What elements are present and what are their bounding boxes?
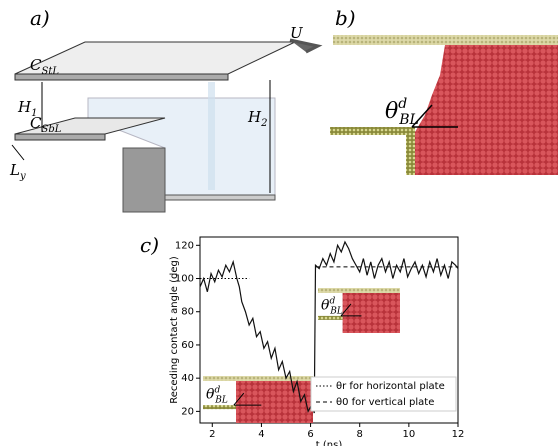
- subscript: 1: [31, 108, 37, 119]
- top-wall: [333, 35, 558, 45]
- ly-arrow: [12, 145, 24, 160]
- superscript: d: [329, 297, 335, 307]
- legend-label: θr for horizontal plate: [336, 381, 445, 392]
- velocity-label: U: [290, 24, 304, 42]
- y-axis-label: Receding contact angle (deg): [169, 256, 180, 404]
- panel-label: a): [30, 6, 50, 30]
- superscript: d: [398, 96, 407, 112]
- symbol: H: [17, 98, 32, 116]
- x-axis-label: t (ns): [316, 440, 343, 446]
- length-label: Ly: [9, 161, 26, 182]
- page: a) U CStL CSbL H1 H2 Ly b) θdBL c) 24681…: [0, 0, 558, 446]
- figure: a) U CStL CSbL H1 H2 Ly b) θdBL c) 24681…: [0, 0, 558, 446]
- inset-wall: [203, 376, 313, 381]
- symbol: C: [30, 56, 42, 74]
- step-wall: [406, 127, 415, 175]
- panel-label: c): [140, 233, 159, 257]
- y-tick-label: 80: [181, 307, 194, 318]
- symbol: L: [9, 161, 20, 179]
- inset-wall: [318, 288, 400, 293]
- subscript: StL: [41, 66, 59, 77]
- inset-plate: [203, 405, 236, 409]
- subscript: BL: [329, 307, 343, 317]
- symbol: H: [247, 108, 262, 126]
- y-tick-label: 60: [181, 340, 194, 351]
- x-tick-label: 10: [402, 429, 415, 440]
- subscript: BL: [214, 396, 228, 406]
- floor: [165, 195, 275, 200]
- legend-label: θ0 for vertical plate: [336, 397, 434, 408]
- fluid-particles: [415, 45, 558, 175]
- y-tick-label: 40: [181, 373, 194, 384]
- panel-label: b): [335, 6, 356, 30]
- x-tick-label: 4: [258, 429, 264, 440]
- subscript: y: [19, 171, 26, 182]
- x-tick-label: 8: [357, 429, 363, 440]
- x-tick-label: 2: [209, 429, 215, 440]
- inset-fluid: [236, 381, 313, 423]
- x-tick-label: 6: [307, 429, 313, 440]
- channel-wall: [88, 98, 275, 195]
- height-label: H1: [17, 98, 37, 119]
- subscript: BL: [398, 112, 419, 128]
- inset-fluid: [343, 293, 400, 333]
- x-tick-label: 12: [452, 429, 465, 440]
- channel-wall: [208, 82, 215, 190]
- y-tick-label: 120: [175, 240, 194, 251]
- bottom-plate: [330, 127, 415, 135]
- symbol: θ: [385, 99, 398, 124]
- y-tick-label: 20: [181, 406, 194, 417]
- subscript: 2: [260, 118, 267, 129]
- subscript: SbL: [41, 124, 61, 135]
- step: [123, 148, 165, 212]
- superscript: d: [214, 386, 220, 396]
